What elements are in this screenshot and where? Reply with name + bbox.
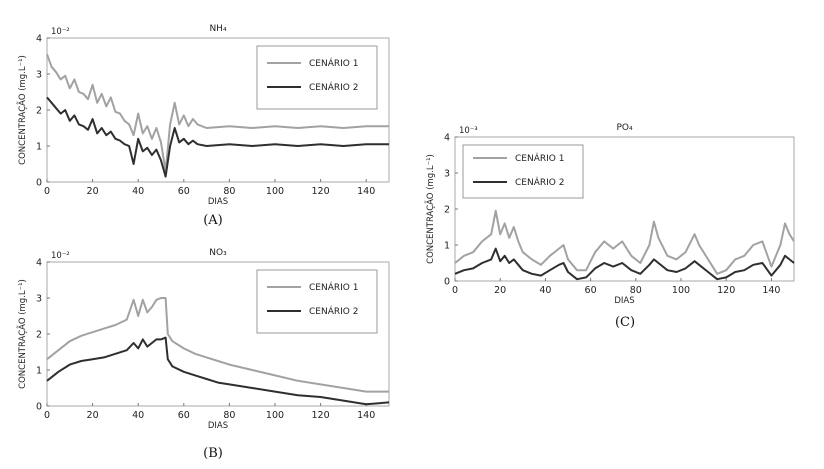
y-tick-label: 0 — [444, 277, 450, 288]
chart-panel-0: 0 20 40 60 80 100 120 140 0 1 2 3 4 10⁻² NH₄ DIAS CONCEN… — [17, 24, 390, 228]
x-axis-label: DIAS — [208, 197, 228, 207]
axis-multiplier: 10⁻² — [51, 27, 70, 37]
x-tick-label: 80 — [630, 285, 642, 296]
legend-box — [256, 269, 378, 334]
x-tick-label: 0 — [44, 186, 50, 197]
x-tick-label: 40 — [132, 410, 144, 421]
x-tick-label: 40 — [132, 186, 144, 197]
series-line-1 — [46, 297, 389, 393]
y-tick-label: 0 — [36, 402, 42, 413]
x-tick-label: 20 — [87, 410, 99, 421]
chart-panel-1: 0 20 40 60 80 100 120 140 0 1 2 3 4 10⁻² NO₃ DIAS CONCEN… — [17, 248, 390, 461]
series-line-2 — [46, 336, 390, 406]
y-tick-label: 1 — [36, 142, 42, 153]
legend-label: CENÁRIO 1 — [309, 281, 358, 293]
axis-multiplier: 10⁻² — [51, 251, 70, 261]
legend-label: CENÁRIO 2 — [309, 305, 358, 317]
x-tick-label: 140 — [357, 186, 375, 197]
x-tick-label: 40 — [539, 285, 551, 296]
y-tick-label: 1 — [444, 241, 450, 252]
legend-box — [256, 45, 378, 110]
y-tick-label: 3 — [36, 70, 42, 81]
x-tick-label: 0 — [44, 410, 50, 421]
x-tick-label: 100 — [672, 285, 690, 296]
y-axis-label: CONCENTRAÇÃO (mg.L⁻¹) — [17, 279, 28, 389]
series-line-2 — [454, 247, 795, 281]
x-tick-label: 60 — [585, 285, 597, 296]
chart-title: NO₃ — [209, 248, 227, 258]
y-axis-label: CONCENTRAÇÃO (mg.L⁻¹) — [425, 154, 436, 264]
legend-label: CENÁRIO 1 — [309, 57, 358, 69]
panel-caption: (A) — [203, 213, 223, 228]
x-tick-label: 140 — [762, 285, 780, 296]
x-tick-label: 80 — [223, 410, 235, 421]
series-line-1 — [46, 53, 389, 173]
y-tick-label: 4 — [444, 133, 450, 144]
legend: CENÁRIO 1 CENÁRIO 2 — [462, 144, 584, 199]
chart-title: NH₄ — [209, 24, 227, 34]
y-tick-label: 4 — [36, 34, 42, 45]
x-tick-label: 100 — [266, 410, 284, 421]
series-line-2 — [46, 96, 389, 178]
chart-panel-2: 0 20 40 60 80 100 120 140 0 1 2 3 4 10⁻³ PO₄ DIAS CONCEN… — [425, 123, 795, 330]
chart-title: PO₄ — [616, 123, 633, 133]
x-tick-label: 120 — [312, 186, 330, 197]
legend-label: CENÁRIO 2 — [309, 81, 358, 93]
x-tick-label: 80 — [223, 186, 235, 197]
x-axis-label: DIAS — [208, 421, 228, 431]
x-tick-label: 60 — [178, 410, 190, 421]
y-tick-label: 1 — [36, 366, 42, 377]
series-line-1 — [454, 209, 795, 275]
legend-box — [462, 144, 584, 199]
y-tick-label: 4 — [36, 258, 42, 269]
legend-label: CENÁRIO 1 — [515, 152, 564, 164]
legend: CENÁRIO 1 CENÁRIO 2 — [256, 269, 378, 334]
legend: CENÁRIO 1 CENÁRIO 2 — [256, 45, 378, 110]
y-tick-label: 2 — [36, 106, 42, 117]
y-tick-label: 0 — [36, 178, 42, 189]
legend-label: CENÁRIO 2 — [515, 176, 564, 188]
y-tick-label: 3 — [36, 294, 42, 305]
x-tick-label: 100 — [266, 186, 284, 197]
x-tick-label: 20 — [87, 186, 99, 197]
x-tick-label: 0 — [452, 285, 458, 296]
x-tick-label: 20 — [494, 285, 506, 296]
panel-caption: (C) — [615, 315, 635, 330]
x-tick-label: 60 — [178, 186, 190, 197]
axis-multiplier: 10⁻³ — [459, 126, 478, 136]
y-tick-label: 3 — [444, 169, 450, 180]
x-axis-label: DIAS — [614, 296, 634, 306]
y-tick-label: 2 — [444, 205, 450, 216]
panel-caption: (B) — [203, 446, 223, 461]
y-axis-label: CONCENTRAÇÃO (mg.L⁻¹) — [17, 55, 28, 165]
x-tick-label: 120 — [312, 410, 330, 421]
y-tick-label: 2 — [36, 330, 42, 341]
x-tick-label: 140 — [357, 410, 375, 421]
x-tick-label: 120 — [717, 285, 735, 296]
